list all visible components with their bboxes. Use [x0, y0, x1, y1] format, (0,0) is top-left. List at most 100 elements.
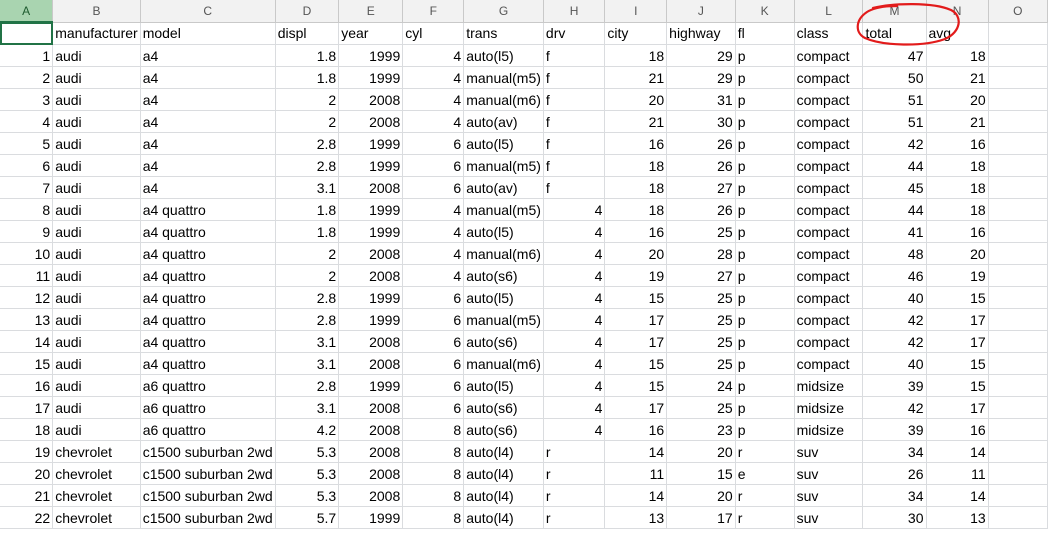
cell-J2[interactable]: 29 — [666, 44, 736, 67]
cell-I20[interactable]: 14 — [604, 440, 668, 463]
cell-L11[interactable]: compact — [794, 242, 864, 265]
cell-A2[interactable]: 1 — [0, 44, 54, 67]
cell-A12[interactable]: 11 — [0, 264, 54, 287]
cell-D19[interactable]: 4.2 — [275, 418, 340, 441]
cell-D11[interactable]: 2 — [275, 242, 340, 265]
cell-B10[interactable]: audi — [52, 220, 141, 243]
cell-B20[interactable]: chevrolet — [52, 440, 141, 463]
cell-E6[interactable]: 1999 — [338, 132, 404, 155]
cell-J7[interactable]: 26 — [666, 154, 736, 177]
cell-G19[interactable]: auto(s6) — [463, 418, 544, 441]
cell-K2[interactable]: p — [735, 44, 795, 67]
cell-E16[interactable]: 2008 — [338, 352, 404, 375]
cell-I18[interactable]: 17 — [604, 396, 668, 419]
cell-K22[interactable]: r — [735, 484, 795, 507]
cell-E20[interactable]: 2008 — [338, 440, 404, 463]
cell-J15[interactable]: 25 — [666, 330, 736, 353]
cell-I7[interactable]: 18 — [604, 154, 668, 177]
cell-I22[interactable]: 14 — [604, 484, 668, 507]
header-cell-total[interactable]: total — [862, 22, 927, 45]
cell-C5[interactable]: a4 — [140, 110, 276, 133]
cell-K10[interactable]: p — [735, 220, 795, 243]
cell-C16[interactable]: a4 quattro — [140, 352, 276, 375]
column-header-I[interactable]: I — [604, 0, 668, 23]
cell-K14[interactable]: p — [735, 308, 795, 331]
cell-F2[interactable]: 4 — [402, 44, 465, 67]
header-cell-highway[interactable]: highway — [666, 22, 736, 45]
cell-E19[interactable]: 2008 — [338, 418, 404, 441]
cell-B2[interactable]: audi — [52, 44, 141, 67]
cell-I5[interactable]: 21 — [604, 110, 668, 133]
cell-M6[interactable]: 42 — [862, 132, 927, 155]
cell-G18[interactable]: auto(s6) — [463, 396, 544, 419]
cell-C19[interactable]: a6 quattro — [140, 418, 276, 441]
cell-O17[interactable] — [988, 374, 1048, 397]
cell-D10[interactable]: 1.8 — [275, 220, 340, 243]
cell-H17[interactable]: 4 — [543, 374, 606, 397]
cell-F21[interactable]: 8 — [402, 462, 465, 485]
cell-K11[interactable]: p — [735, 242, 795, 265]
cell-L17[interactable]: midsize — [794, 374, 864, 397]
cell-K18[interactable]: p — [735, 396, 795, 419]
cell-B18[interactable]: audi — [52, 396, 141, 419]
cell-C23[interactable]: c1500 suburban 2wd — [140, 506, 276, 529]
cell-L8[interactable]: compact — [794, 176, 864, 199]
header-cell-fl[interactable]: fl — [735, 22, 795, 45]
cell-G4[interactable]: manual(m6) — [463, 88, 544, 111]
cell-M18[interactable]: 42 — [862, 396, 927, 419]
cell-O9[interactable] — [988, 198, 1048, 221]
cell-N3[interactable]: 21 — [926, 66, 989, 89]
cell-A8[interactable]: 7 — [0, 176, 54, 199]
cell-A16[interactable]: 15 — [0, 352, 54, 375]
cell-E12[interactable]: 2008 — [338, 264, 404, 287]
cell-M15[interactable]: 42 — [862, 330, 927, 353]
cell-A5[interactable]: 4 — [0, 110, 54, 133]
column-header-L[interactable]: L — [794, 0, 864, 23]
cell-J10[interactable]: 25 — [666, 220, 736, 243]
cell-E3[interactable]: 1999 — [338, 66, 404, 89]
cell-M17[interactable]: 39 — [862, 374, 927, 397]
cell-O10[interactable] — [988, 220, 1048, 243]
cell-I9[interactable]: 18 — [604, 198, 668, 221]
cell-F10[interactable]: 4 — [402, 220, 465, 243]
cell-B23[interactable]: chevrolet — [52, 506, 141, 529]
cell-E14[interactable]: 1999 — [338, 308, 404, 331]
cell-J6[interactable]: 26 — [666, 132, 736, 155]
cell-A10[interactable]: 9 — [0, 220, 54, 243]
cell-M23[interactable]: 30 — [862, 506, 927, 529]
cell-K17[interactable]: p — [735, 374, 795, 397]
cell-C11[interactable]: a4 quattro — [140, 242, 276, 265]
cell-N8[interactable]: 18 — [926, 176, 989, 199]
cell-K8[interactable]: p — [735, 176, 795, 199]
cell-B3[interactable]: audi — [52, 66, 141, 89]
cell-G9[interactable]: manual(m5) — [463, 198, 544, 221]
cell-N23[interactable]: 13 — [926, 506, 989, 529]
cell-D23[interactable]: 5.7 — [275, 506, 340, 529]
column-header-O[interactable]: O — [988, 0, 1048, 23]
cell-N22[interactable]: 14 — [926, 484, 989, 507]
header-cell-model[interactable]: model — [140, 22, 276, 45]
cell-G22[interactable]: auto(l4) — [463, 484, 544, 507]
cell-K3[interactable]: p — [735, 66, 795, 89]
cell-O12[interactable] — [988, 264, 1048, 287]
cell-J18[interactable]: 25 — [666, 396, 736, 419]
cell-F4[interactable]: 4 — [402, 88, 465, 111]
cell-I10[interactable]: 16 — [604, 220, 668, 243]
cell-K23[interactable]: r — [735, 506, 795, 529]
cell-G12[interactable]: auto(s6) — [463, 264, 544, 287]
cell-O4[interactable] — [988, 88, 1048, 111]
cell-G5[interactable]: auto(av) — [463, 110, 544, 133]
cell-O11[interactable] — [988, 242, 1048, 265]
cell-D7[interactable]: 2.8 — [275, 154, 340, 177]
cell-L14[interactable]: compact — [794, 308, 864, 331]
cell-O5[interactable] — [988, 110, 1048, 133]
cell-J5[interactable]: 30 — [666, 110, 736, 133]
cell-C2[interactable]: a4 — [140, 44, 276, 67]
cell-L22[interactable]: suv — [794, 484, 864, 507]
cell-J19[interactable]: 23 — [666, 418, 736, 441]
cell-C6[interactable]: a4 — [140, 132, 276, 155]
cell-E13[interactable]: 1999 — [338, 286, 404, 309]
cell-B15[interactable]: audi — [52, 330, 141, 353]
cell-B21[interactable]: chevrolet — [52, 462, 141, 485]
cell-E15[interactable]: 2008 — [338, 330, 404, 353]
